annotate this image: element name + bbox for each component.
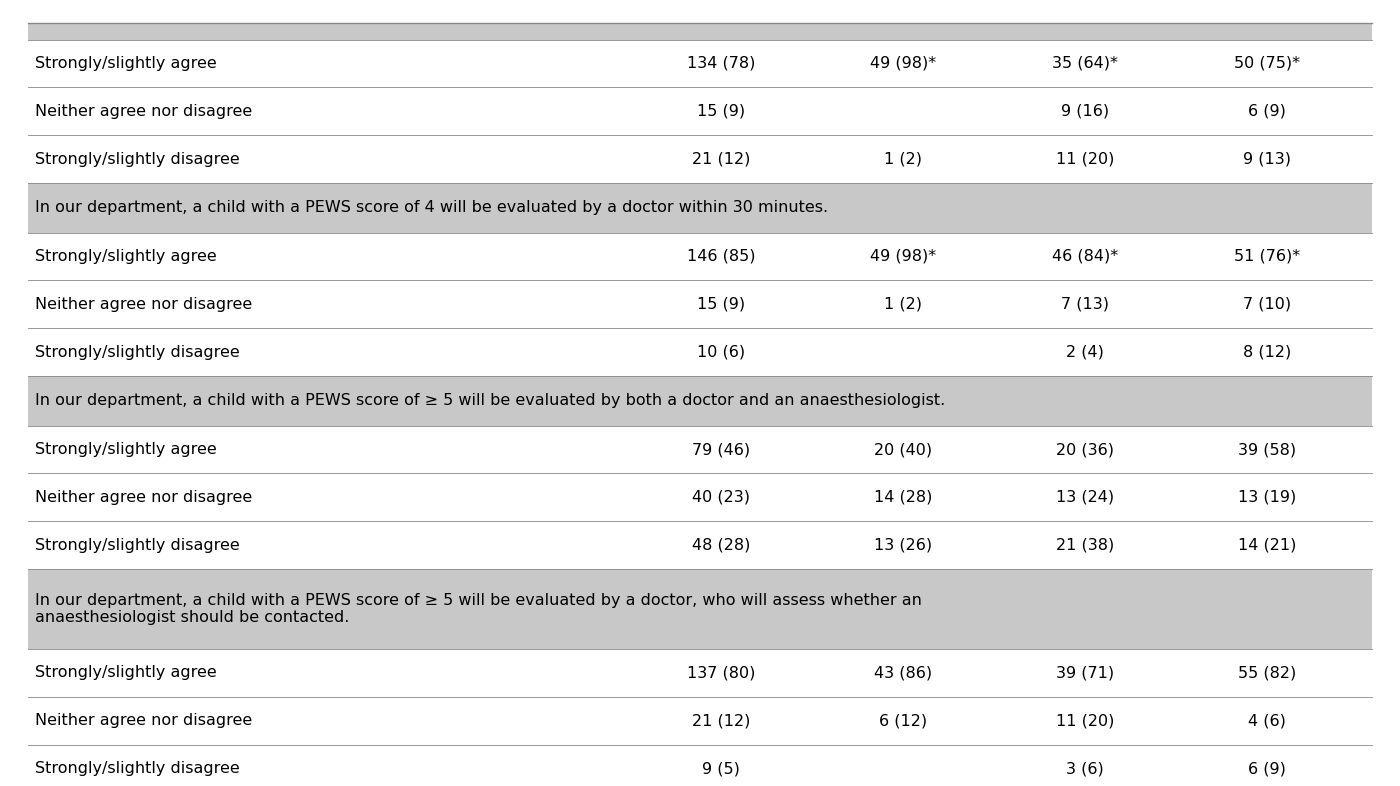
Text: 4 (6): 4 (6) <box>1247 714 1287 729</box>
FancyBboxPatch shape <box>28 473 1372 521</box>
FancyBboxPatch shape <box>28 39 1372 87</box>
FancyBboxPatch shape <box>28 649 1372 697</box>
Text: 21 (12): 21 (12) <box>692 714 750 729</box>
Text: Neither agree nor disagree: Neither agree nor disagree <box>35 490 252 505</box>
Text: 15 (9): 15 (9) <box>697 104 745 119</box>
Text: 14 (21): 14 (21) <box>1238 538 1296 553</box>
Text: 146 (85): 146 (85) <box>687 249 755 264</box>
Text: In our department, a child with a PEWS score of ≥ 5 will be evaluated by both a : In our department, a child with a PEWS s… <box>35 393 945 409</box>
Text: In our department, a child with a PEWS score of 4 will be evaluated by a doctor : In our department, a child with a PEWS s… <box>35 200 829 215</box>
Text: 21 (12): 21 (12) <box>692 152 750 167</box>
FancyBboxPatch shape <box>28 745 1372 786</box>
Text: 51 (76)*: 51 (76)* <box>1233 249 1301 264</box>
Text: 2 (4): 2 (4) <box>1065 345 1105 360</box>
Text: Strongly/slightly disagree: Strongly/slightly disagree <box>35 152 239 167</box>
Text: 39 (58): 39 (58) <box>1238 442 1296 457</box>
Text: 49 (98)*: 49 (98)* <box>869 249 937 264</box>
Text: 14 (28): 14 (28) <box>874 490 932 505</box>
FancyBboxPatch shape <box>28 233 1372 281</box>
FancyBboxPatch shape <box>28 281 1372 329</box>
FancyBboxPatch shape <box>28 376 1372 425</box>
Text: 43 (86): 43 (86) <box>874 666 932 681</box>
Text: 10 (6): 10 (6) <box>697 345 745 360</box>
Text: 6 (9): 6 (9) <box>1247 104 1287 119</box>
Text: 7 (10): 7 (10) <box>1243 297 1291 312</box>
Text: Neither agree nor disagree: Neither agree nor disagree <box>35 297 252 312</box>
FancyBboxPatch shape <box>28 569 1372 649</box>
Text: Strongly/slightly agree: Strongly/slightly agree <box>35 442 217 457</box>
FancyBboxPatch shape <box>28 521 1372 569</box>
Text: 1 (2): 1 (2) <box>883 152 923 167</box>
Text: 40 (23): 40 (23) <box>692 490 750 505</box>
Text: 9 (16): 9 (16) <box>1061 104 1109 119</box>
Text: 46 (84)*: 46 (84)* <box>1051 249 1119 264</box>
Text: 21 (38): 21 (38) <box>1056 538 1114 553</box>
FancyBboxPatch shape <box>28 135 1372 183</box>
Text: 50 (75)*: 50 (75)* <box>1233 56 1301 71</box>
Text: Strongly/slightly agree: Strongly/slightly agree <box>35 56 217 71</box>
Text: 13 (26): 13 (26) <box>874 538 932 553</box>
Text: 20 (36): 20 (36) <box>1056 442 1114 457</box>
Text: 49 (98)*: 49 (98)* <box>869 56 937 71</box>
Text: 7 (13): 7 (13) <box>1061 297 1109 312</box>
Text: Strongly/slightly disagree: Strongly/slightly disagree <box>35 538 239 553</box>
Text: 3 (6): 3 (6) <box>1067 761 1103 777</box>
FancyBboxPatch shape <box>28 23 1372 39</box>
Text: Strongly/slightly agree: Strongly/slightly agree <box>35 666 217 681</box>
FancyBboxPatch shape <box>28 425 1372 473</box>
FancyBboxPatch shape <box>28 329 1372 376</box>
FancyBboxPatch shape <box>28 87 1372 135</box>
Text: 39 (71): 39 (71) <box>1056 666 1114 681</box>
Text: Strongly/slightly disagree: Strongly/slightly disagree <box>35 345 239 360</box>
Text: 1 (2): 1 (2) <box>883 297 923 312</box>
Text: 6 (12): 6 (12) <box>879 714 927 729</box>
Text: 8 (12): 8 (12) <box>1243 345 1291 360</box>
Text: 6 (9): 6 (9) <box>1247 761 1287 777</box>
Text: 134 (78): 134 (78) <box>687 56 755 71</box>
Text: In our department, a child with a PEWS score of ≥ 5 will be evaluated by a docto: In our department, a child with a PEWS s… <box>35 593 921 626</box>
Text: 9 (13): 9 (13) <box>1243 152 1291 167</box>
Text: 11 (20): 11 (20) <box>1056 152 1114 167</box>
Text: Strongly/slightly disagree: Strongly/slightly disagree <box>35 761 239 777</box>
Text: Neither agree nor disagree: Neither agree nor disagree <box>35 714 252 729</box>
Text: 13 (19): 13 (19) <box>1238 490 1296 505</box>
Text: Neither agree nor disagree: Neither agree nor disagree <box>35 104 252 119</box>
FancyBboxPatch shape <box>28 697 1372 745</box>
Text: 13 (24): 13 (24) <box>1056 490 1114 505</box>
Text: 137 (80): 137 (80) <box>687 666 755 681</box>
Text: 15 (9): 15 (9) <box>697 297 745 312</box>
Text: 55 (82): 55 (82) <box>1238 666 1296 681</box>
Text: Strongly/slightly agree: Strongly/slightly agree <box>35 249 217 264</box>
Text: 48 (28): 48 (28) <box>692 538 750 553</box>
Text: 35 (64)*: 35 (64)* <box>1051 56 1119 71</box>
FancyBboxPatch shape <box>28 183 1372 233</box>
Text: 9 (5): 9 (5) <box>701 761 741 777</box>
Text: 79 (46): 79 (46) <box>692 442 750 457</box>
Text: 11 (20): 11 (20) <box>1056 714 1114 729</box>
Text: 20 (40): 20 (40) <box>874 442 932 457</box>
